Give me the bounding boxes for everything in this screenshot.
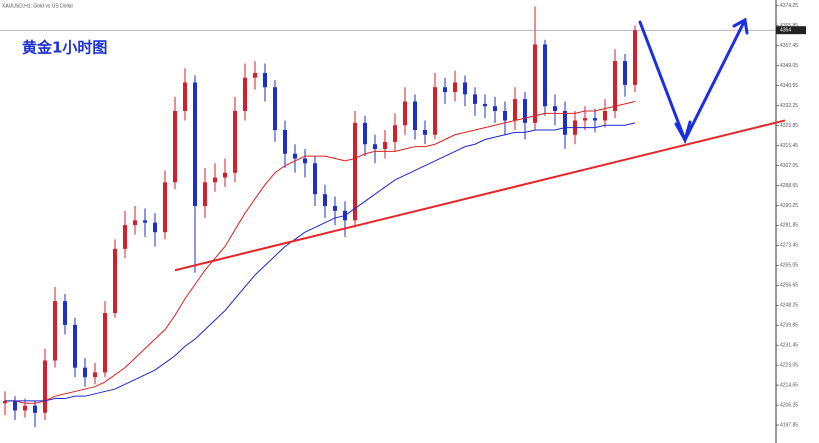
candle-body	[273, 87, 277, 131]
y-tick-label: 4214.65	[780, 382, 798, 388]
candle-body	[503, 110, 507, 121]
y-tick-label: 4315.45	[780, 143, 798, 149]
candle-body	[233, 110, 237, 173]
y-tick-label: 4349.05	[780, 63, 798, 69]
candle-body	[183, 82, 187, 111]
y-tick-label: 4332.25	[780, 103, 798, 109]
candle-body	[383, 141, 387, 150]
candle-body	[453, 82, 457, 92]
candle-body	[43, 360, 47, 413]
candle-body	[433, 87, 437, 135]
candle-body	[313, 163, 317, 195]
candle-body	[113, 248, 117, 313]
candle-body	[143, 220, 147, 223]
arrow-head	[674, 120, 692, 144]
chart-title: 黄金1小时图	[22, 39, 107, 57]
candle-body	[483, 103, 487, 107]
candle-body	[13, 400, 17, 411]
y-tick-label: 4281.85	[780, 223, 798, 229]
chart-header: XAUUSD,H1: Gold vs US Dollar	[2, 3, 73, 9]
candle-body	[203, 182, 207, 207]
plot-area: 4197.85 4206.25 4214.65 4223.05 4231.45 4239.…	[0, 3, 806, 428]
y-tick-label: 4197.85	[780, 422, 798, 428]
candle-body	[363, 122, 367, 145]
candle-body	[163, 182, 167, 233]
candle-body	[73, 324, 77, 368]
y-tick-label: 4365.85	[780, 23, 798, 29]
candle-body	[593, 118, 597, 121]
candle-body	[513, 99, 517, 121]
candle-body	[133, 220, 137, 226]
candle-body	[623, 61, 627, 85]
arrow-head	[732, 17, 749, 35]
candle-body	[633, 30, 637, 85]
candle-body	[253, 72, 257, 78]
candle-body	[263, 72, 267, 88]
trend-line	[174, 119, 786, 272]
moving-average	[5, 122, 636, 402]
y-tick-label: 4256.65	[780, 283, 798, 289]
y-tick-label: 4223.05	[780, 362, 798, 368]
last-price-box	[776, 26, 806, 35]
y-tick-label: 4340.65	[780, 83, 798, 89]
y-tick-label: 4248.25	[780, 303, 798, 309]
candle-body	[543, 44, 547, 107]
candle-body	[3, 400, 7, 404]
candle-body	[153, 222, 157, 233]
candle-body	[533, 44, 537, 123]
y-tick-label: 4357.45	[780, 43, 798, 49]
candle-body	[243, 77, 247, 111]
candle-body	[393, 125, 397, 142]
candle-body	[33, 405, 37, 413]
y-tick-label: 4323.85	[780, 123, 798, 129]
candle-body	[613, 61, 617, 111]
candle-body	[463, 82, 467, 95]
candle-body	[63, 301, 67, 325]
candle-body	[523, 99, 527, 123]
y-tick-label: 4273.45	[780, 243, 798, 249]
candle-body	[413, 101, 417, 131]
candle-body	[53, 301, 57, 361]
candle-body	[323, 194, 327, 207]
candle-body	[103, 312, 107, 373]
candle-body	[373, 144, 377, 150]
y-tick-label: 4239.85	[780, 323, 798, 329]
moving-average	[5, 100, 636, 404]
y-tick-label: 4307.05	[780, 163, 798, 169]
candle-body	[403, 101, 407, 126]
forecast-arrows	[638, 17, 749, 144]
candle-body	[123, 225, 127, 249]
candle-body	[283, 130, 287, 154]
candle-body	[193, 82, 197, 207]
y-tick-label: 4290.25	[780, 203, 798, 209]
candle-body	[293, 153, 297, 159]
candle-body	[493, 106, 497, 111]
candle-body	[423, 130, 427, 135]
y-tick-label: 4265.05	[780, 263, 798, 269]
candle-body	[93, 372, 97, 378]
candle-body	[553, 106, 557, 111]
y-tick-label: 4206.25	[780, 402, 798, 408]
y-tick-label: 4298.65	[780, 183, 798, 189]
candle-body	[213, 177, 217, 183]
candle-body	[223, 172, 227, 178]
candle-body	[473, 94, 477, 104]
y-tick-label: 4231.45	[780, 343, 798, 349]
candle-body	[563, 110, 567, 135]
candle-body	[443, 87, 447, 92]
candle-body	[583, 118, 587, 121]
y-tick-label: 4374.25	[780, 3, 798, 9]
candle-body	[173, 110, 177, 183]
candle-body	[23, 405, 27, 411]
candle-body	[353, 122, 357, 221]
candle-body	[83, 367, 87, 378]
candle-body	[603, 110, 607, 121]
candle-body	[333, 206, 337, 211]
candle-body	[303, 158, 307, 164]
last-price-label: 4364	[780, 28, 791, 34]
